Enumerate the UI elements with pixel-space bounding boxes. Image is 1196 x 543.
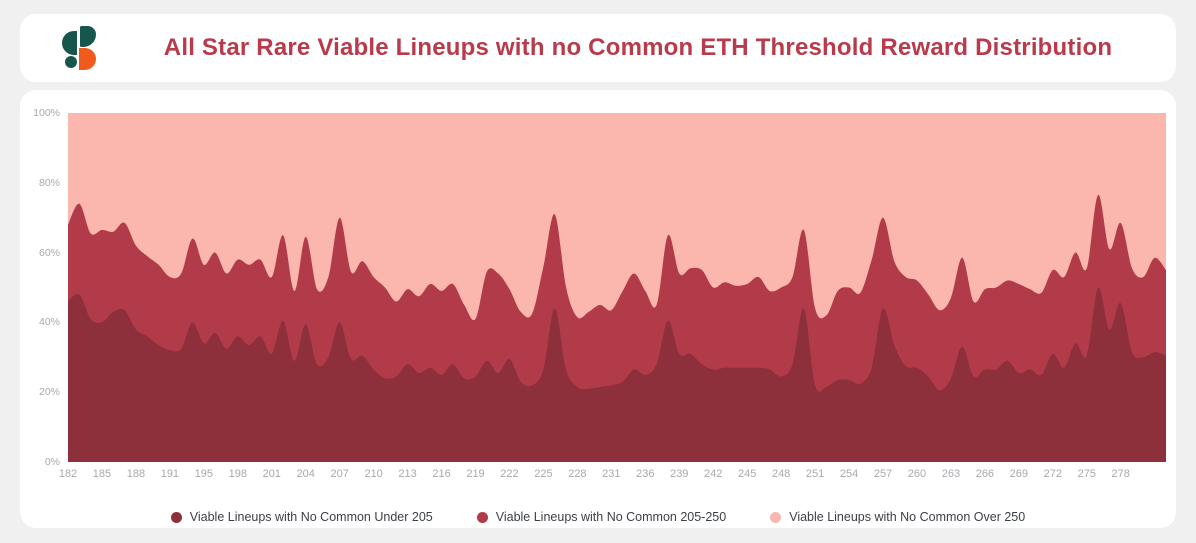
x-axis-label: 201 — [262, 468, 281, 480]
x-axis-label: 195 — [194, 468, 214, 480]
x-axis-label: 185 — [92, 468, 112, 480]
x-axis-label: 188 — [126, 468, 146, 480]
stacked-area-chart — [68, 113, 1166, 462]
legend-label-under-205: Viable Lineups with No Common Under 205 — [189, 510, 433, 524]
x-axis-label: 210 — [364, 468, 383, 480]
x-axis-label: 236 — [636, 468, 655, 480]
y-axis-label: 0% — [44, 456, 60, 468]
y-axis: 100% 80% 60% 40% 20% 0% — [20, 90, 60, 470]
chart-legend: Viable Lineups with No Common Under 205 … — [20, 510, 1176, 524]
x-axis-label: 242 — [704, 468, 723, 480]
x-axis-label: 278 — [1111, 468, 1130, 480]
x-axis-label: 266 — [975, 468, 995, 480]
x-axis-label: 231 — [602, 468, 621, 480]
x-axis-label: 251 — [805, 468, 825, 480]
logo-shape-orange-half-disc — [79, 48, 96, 70]
legend-label-over-250: Viable Lineups with No Common Over 250 — [789, 510, 1026, 524]
x-axis-label: 213 — [398, 468, 417, 480]
x-axis-label: 245 — [737, 468, 757, 480]
legend-item-over-250: Viable Lineups with No Common Over 250 — [770, 510, 1025, 524]
sorare-logo — [62, 26, 100, 70]
legend-dot-over-250 — [770, 511, 782, 523]
header-card: All Star Rare Viable Lineups with no Com… — [20, 14, 1176, 82]
x-axis-label: 275 — [1077, 468, 1096, 480]
legend-item-under-205: Viable Lineups with No Common Under 205 — [170, 510, 433, 524]
x-axis: 182 185 188 191 195 198 201 204 207 210 213 216 219 2… — [59, 468, 1166, 482]
x-axis-label: 228 — [568, 468, 587, 480]
x-axis-label: 219 — [466, 468, 485, 480]
legend-dot-under-205 — [170, 511, 182, 523]
x-axis-label: 257 — [873, 468, 893, 480]
logo-shape-bottom-dot — [65, 56, 77, 68]
page-title: All Star Rare Viable Lineups with no Com… — [163, 33, 1113, 61]
x-axis-label: 260 — [907, 468, 927, 480]
x-axis-label: 225 — [534, 468, 553, 480]
y-axis-label: 100% — [33, 107, 60, 119]
logo-shape-top-right — [80, 26, 96, 47]
legend-label-205-250: Viable Lineups with No Common 205-250 — [495, 510, 727, 524]
x-axis-label: 239 — [670, 468, 689, 480]
legend-dot-205-250 — [476, 511, 488, 523]
x-axis-label: 269 — [1009, 468, 1029, 480]
legend-item-205-250: Viable Lineups with No Common 205-250 — [476, 510, 727, 524]
x-axis-label: 207 — [330, 468, 349, 480]
x-axis-label: 204 — [296, 468, 315, 480]
x-axis-label: 191 — [160, 468, 180, 480]
logo-shape-top-left — [62, 31, 77, 55]
x-axis-label: 222 — [500, 468, 519, 480]
x-axis-label: 272 — [1043, 468, 1062, 480]
x-axis-label: 198 — [228, 468, 247, 480]
y-axis-label: 20% — [38, 386, 60, 399]
x-axis-label: 263 — [941, 468, 961, 480]
y-axis-label: 40% — [38, 316, 60, 329]
x-axis-label: 216 — [432, 468, 451, 480]
y-axis-label: 80% — [38, 176, 60, 189]
chart-card: 100% 80% 60% 40% 20% 0% 182 185 188 191 195 198 201… — [20, 90, 1176, 528]
x-axis-label: 182 — [58, 468, 78, 480]
y-axis-label: 60% — [38, 246, 60, 259]
x-axis-label: 248 — [771, 468, 791, 480]
area-series-under-205 — [68, 287, 1166, 462]
x-axis-label: 254 — [839, 468, 859, 480]
area-chart-svg — [68, 113, 1166, 462]
